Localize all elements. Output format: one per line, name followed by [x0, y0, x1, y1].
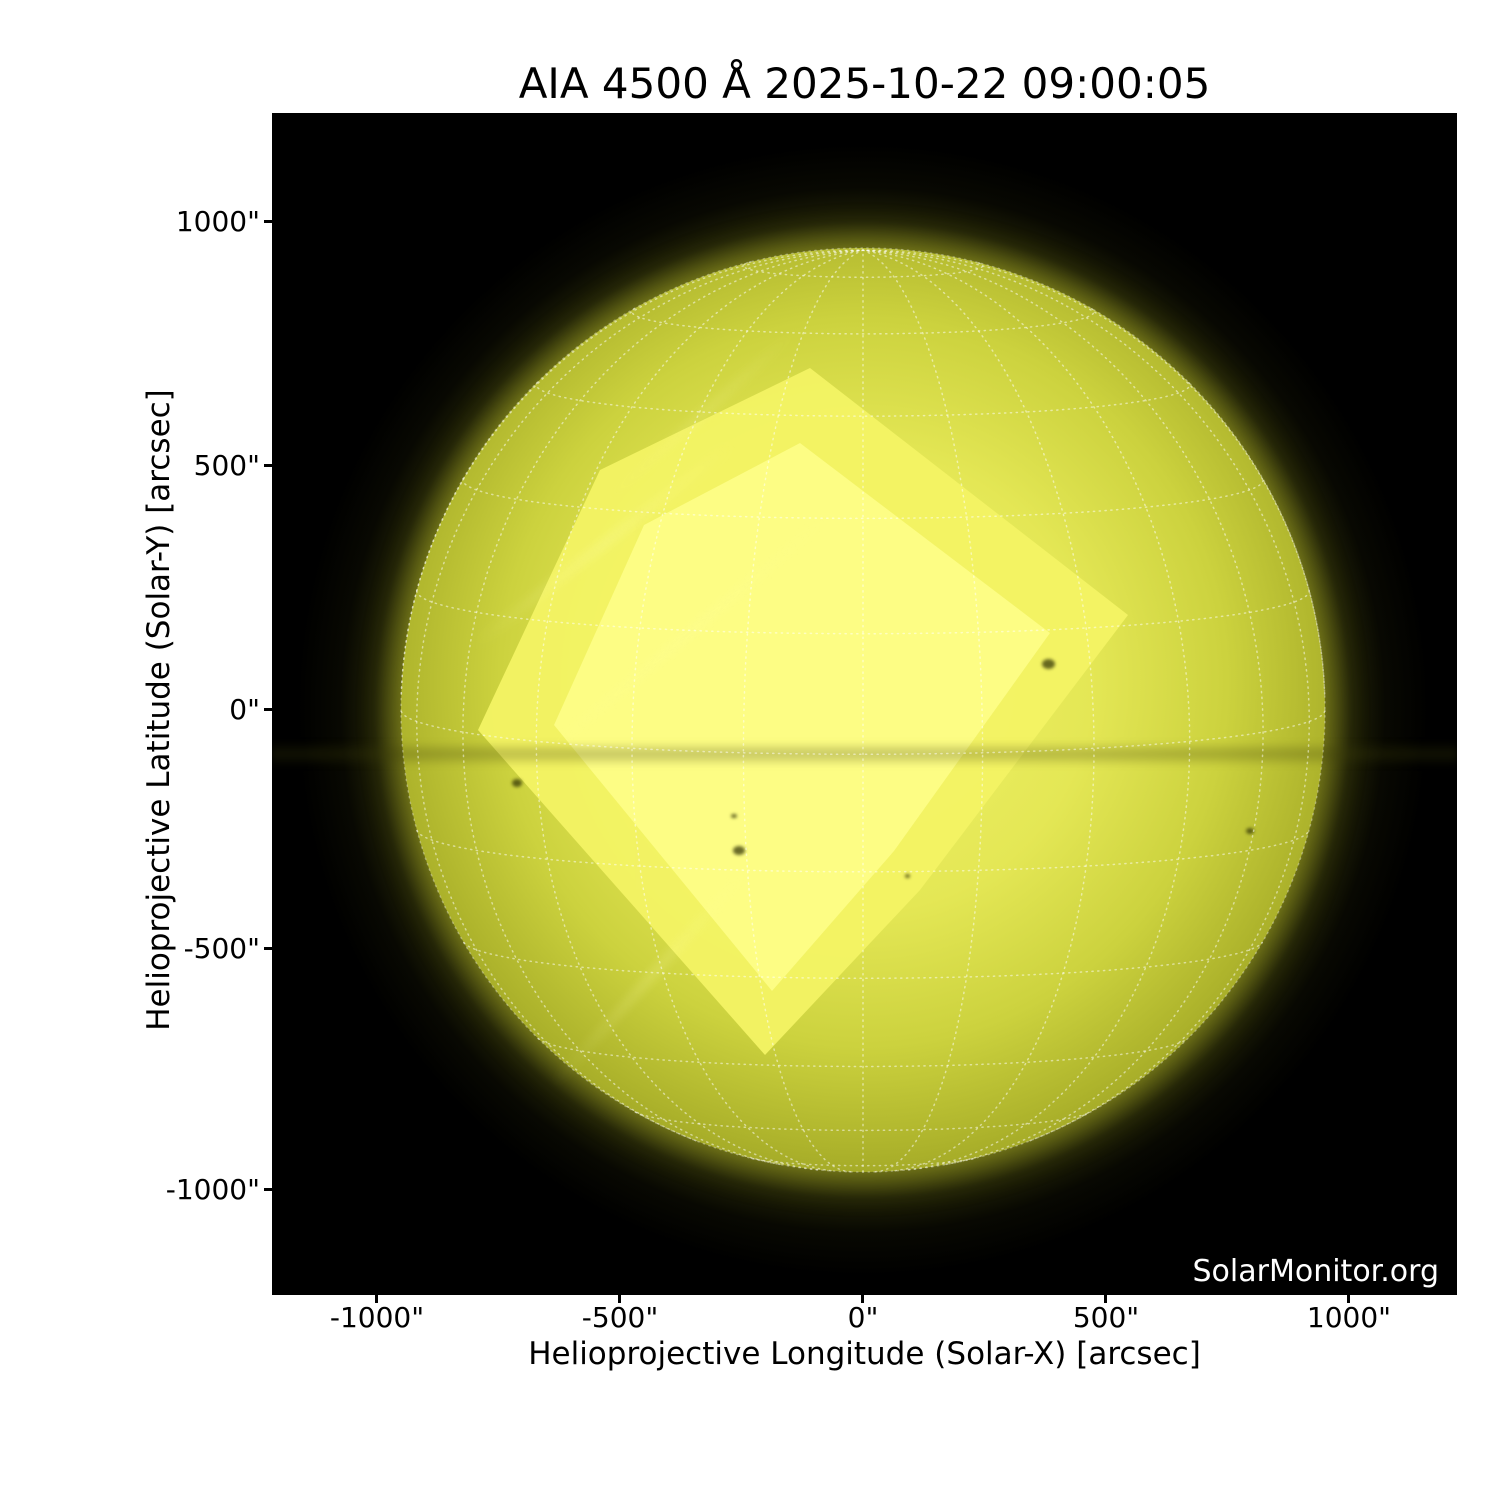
y-tick [264, 1188, 272, 1191]
y-tick-label: -1000" [165, 1173, 260, 1206]
x-tick-label: 1000" [1306, 1301, 1392, 1334]
y-tick-label: -500" [183, 932, 260, 965]
y-tick [264, 220, 272, 223]
y-tick-label: 500" [193, 449, 260, 482]
y-tick-label: 0" [229, 693, 260, 726]
watermark: SolarMonitor.org [1192, 1254, 1439, 1289]
y-tick [264, 708, 272, 711]
ccd-artifact-band [272, 741, 1457, 767]
x-tick [618, 1295, 621, 1303]
x-tick [861, 1295, 864, 1303]
plot-area: SolarMonitor.org [272, 113, 1457, 1295]
sunspot [1041, 658, 1055, 669]
y-tick [264, 464, 272, 467]
x-tick-label: 0" [847, 1301, 879, 1334]
y-tick [264, 947, 272, 950]
sunspot [904, 874, 910, 879]
x-tick-label: -1000" [329, 1301, 425, 1334]
figure-title: AIA 4500 Å 2025-10-22 09:00:05 [518, 59, 1211, 108]
x-tick [375, 1295, 378, 1303]
x-tick [1347, 1295, 1350, 1303]
y-tick-label: 1000" [175, 205, 260, 238]
sunspot [731, 813, 738, 819]
sunspot [1246, 827, 1255, 835]
x-axis-label: Helioprojective Longitude (Solar-X) [arc… [528, 1336, 1201, 1372]
x-tick [1104, 1295, 1107, 1303]
x-tick-label: -500" [581, 1301, 659, 1334]
heliographic-grid [400, 247, 1326, 1173]
sunspot [733, 846, 745, 856]
sunspot [511, 778, 523, 788]
x-tick-label: 500" [1072, 1301, 1140, 1334]
